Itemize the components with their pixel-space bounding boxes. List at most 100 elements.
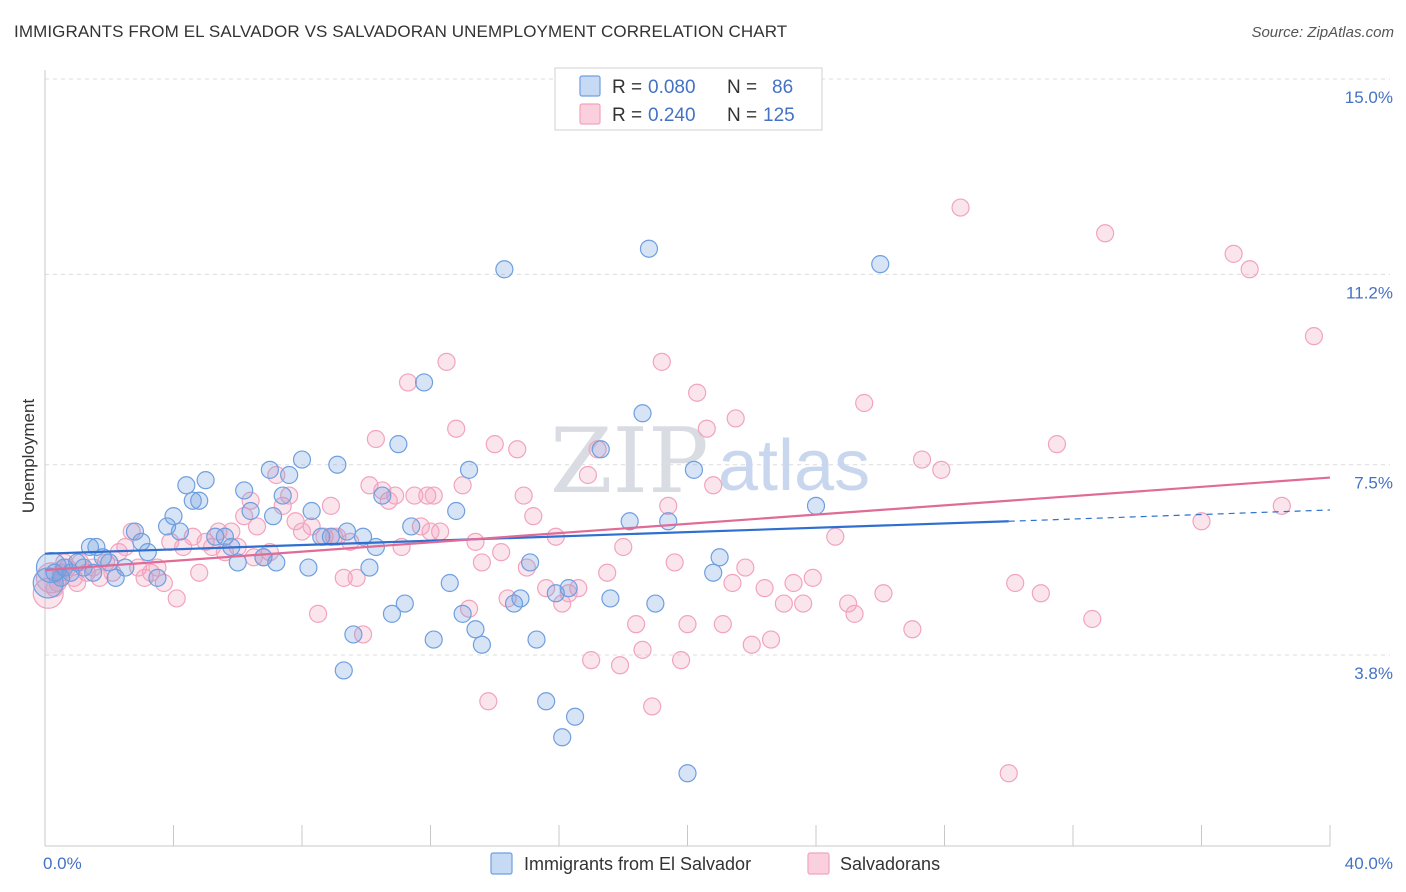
pink-point-79 [569,579,588,598]
blue-point-77 [659,512,678,531]
pink-point-98 [736,558,755,577]
pink-point-122 [1224,244,1243,263]
blue-point-34 [273,486,292,505]
blue-point-23 [196,471,215,490]
legend-n-label-1: N = [727,77,757,98]
pink-point-32 [241,491,260,510]
pink-point-87 [643,697,662,716]
blue-point-41 [328,455,347,474]
blue-point-55 [440,573,459,593]
blue-point-27 [228,553,247,572]
bottom-legend-swatch-blue [490,852,513,875]
pink-point-44 [321,496,341,515]
blue-point-22 [190,491,209,510]
pink-point-13 [116,537,135,557]
pink-point-51 [366,429,385,449]
pink-point-68 [479,692,498,711]
pink-point-64 [453,476,472,495]
bottom-legend-swatch-pink [807,852,830,875]
y-tick-label-3: 15.0% [1345,88,1393,107]
pink-point-128 [68,573,87,593]
pink-point-38 [280,486,299,505]
bottom-legend: Immigrants from El Salvador Salvadorans [490,852,940,875]
pink-point-60 [424,486,443,505]
pink-point-131 [421,522,440,541]
blue-point-75 [639,239,659,258]
pink-point-111 [903,620,922,639]
pink-point-118 [1047,435,1067,454]
pink-point-72 [508,440,527,459]
blue-point-48 [373,486,392,505]
blue-point-56 [447,501,466,521]
blue-point-82 [806,496,826,515]
x-tick-label-1: 40.0% [1345,854,1393,873]
y-tick-label-1: 7.5% [1354,474,1393,493]
pink-point-106 [826,527,845,546]
blue-point-51 [395,594,414,613]
pink-point-74 [524,507,543,526]
blue-point-13 [125,522,145,541]
pink-point-113 [932,460,951,479]
blue-point-69 [559,579,578,598]
pink-point-129 [244,548,263,567]
blue-point-19 [170,522,190,541]
blue-point-65 [527,630,546,649]
pink-point-84 [610,656,630,675]
pink-point-134 [723,573,742,593]
blue-point-49 [382,604,402,623]
watermark: ZIP atlas [550,409,870,514]
pink-point-86 [633,640,652,659]
pink-point-97 [726,409,745,428]
pink-point-88 [652,352,671,371]
chart-title: IMMIGRANTS FROM EL SALVADOR VS SALVADORA… [14,22,788,41]
blue-point-85 [35,551,68,584]
blue-point-12 [116,558,135,577]
pink-point-96 [713,615,732,634]
pink-point-92 [678,615,697,634]
pink-point-107 [839,594,858,613]
blue-point-63 [511,589,530,608]
pink-point-77 [553,594,572,613]
blue-point-29 [241,501,260,521]
pink-point-66 [466,532,485,551]
blue-point-76 [646,594,665,613]
pink-point-42 [308,604,328,623]
pink-point-119 [1083,609,1102,629]
pink-point-58 [411,517,430,536]
pink-point-109 [855,393,874,413]
blue-point-36 [292,450,312,469]
pink-point-83 [598,563,617,582]
blue-point-31 [260,460,279,479]
legend-r-label-1: R = [612,77,642,98]
source-credit: Source: ZipAtlas.com [1251,24,1394,41]
blue-point-10 [100,553,119,572]
pink-point-114 [951,198,970,217]
pink-point-133 [614,537,633,557]
bottom-legend-label-1: Immigrants from El Salvador [524,854,751,874]
pink-point-112 [912,450,932,469]
pink-point-108 [845,604,864,623]
blue-point-66 [537,692,556,711]
pink-point-117 [1031,584,1050,603]
blue-point-83 [871,255,890,274]
data-points [32,198,1324,783]
pink-point-89 [659,496,678,515]
blue-point-60 [472,635,491,654]
blue-point-28 [235,481,254,500]
blue-point-50 [389,435,408,454]
pink-point-132 [517,558,536,577]
pink-point-78 [559,584,578,603]
pink-point-85 [626,615,646,634]
pink-point-102 [774,594,793,613]
blue-point-37 [299,558,318,577]
pink-point-46 [334,568,353,587]
y-tick-label-2: 11.2% [1346,283,1393,302]
blue-point-73 [620,512,639,531]
pink-point-110 [874,584,893,603]
pink-point-48 [347,568,366,587]
pink-point-54 [386,486,405,505]
blue-point-84 [32,567,64,599]
legend-r-label-2: R = [612,105,642,126]
blue-point-61 [495,260,514,279]
